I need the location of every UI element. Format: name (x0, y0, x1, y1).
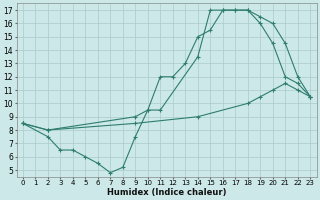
X-axis label: Humidex (Indice chaleur): Humidex (Indice chaleur) (107, 188, 226, 197)
